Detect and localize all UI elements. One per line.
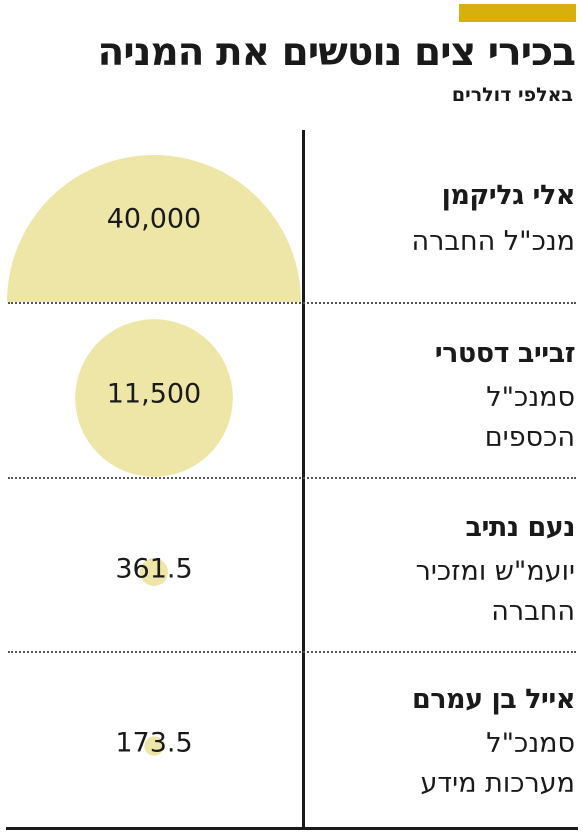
- row-role-1: מנכ"ל החברה: [411, 226, 575, 257]
- chart-title: בכירי צים נוטשים את המניה: [97, 30, 576, 75]
- row-name-4: אייל בן עמרם: [411, 684, 576, 715]
- row-role-4a: סמנכ"ל: [486, 728, 575, 759]
- row-name-2: זבייב דסטרי: [434, 338, 576, 369]
- bubble-2: [75, 319, 233, 477]
- value-label-1: 40,000: [107, 204, 201, 235]
- row-separator: [8, 651, 576, 653]
- row-name-1: אלי גליקמן: [441, 180, 576, 211]
- column-divider: [302, 130, 305, 830]
- bubble-3: [140, 558, 168, 586]
- value-label-4: 173.5: [115, 728, 192, 759]
- accent-bar: [459, 4, 576, 22]
- row-role-4b: מערכות מידע: [420, 768, 575, 799]
- row-role-2a: סמנכ"ל: [486, 382, 575, 413]
- row-name-3: נעם נתיב: [465, 512, 575, 543]
- bubble-4: [144, 736, 164, 756]
- value-label-2: 11,500: [107, 379, 201, 410]
- row-role-2b: הכספים: [484, 422, 575, 453]
- row-role-3b: החברה: [491, 596, 575, 627]
- value-label-3: 361.5: [115, 554, 192, 585]
- row-separator: [8, 302, 576, 304]
- row-role-3a: יועמ"ש ומזכיר: [415, 556, 575, 587]
- bottom-rule: [6, 827, 578, 830]
- chart-subtitle: באלפי דולרים: [451, 84, 573, 106]
- row-separator: [8, 477, 576, 479]
